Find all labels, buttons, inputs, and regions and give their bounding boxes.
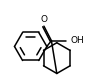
Text: OH: OH xyxy=(70,36,84,45)
Text: O: O xyxy=(40,15,47,24)
